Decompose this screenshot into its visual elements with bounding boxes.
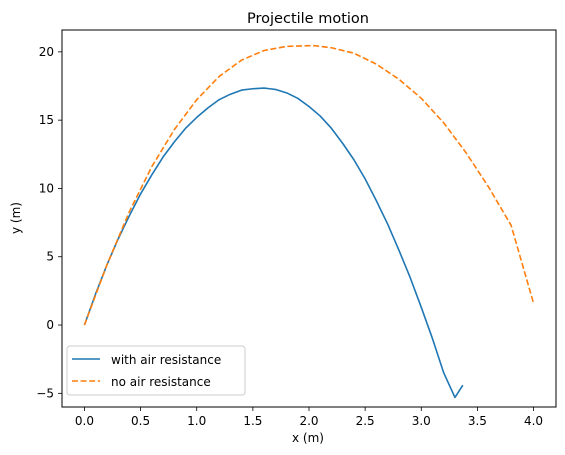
x-axis-label: x (m)	[292, 431, 324, 445]
y-axis-label: y (m)	[9, 202, 23, 234]
y-axis: −5 0 5 10 15 20	[36, 45, 62, 400]
y-tick-label: 20	[39, 45, 54, 59]
x-axis: 0.0 0.5 1.0 1.5 2.0 2.5 3.0 3.5 4.0	[75, 407, 543, 428]
legend-label-with-air-resistance: with air resistance	[111, 353, 221, 367]
x-tick-label: 1.0	[187, 414, 206, 428]
x-tick-label: 4.0	[524, 414, 543, 428]
chart-title: Projectile motion	[247, 11, 369, 27]
series-layer	[83, 44, 535, 399]
y-tick-label: 0	[46, 318, 54, 332]
legend-box	[66, 345, 246, 396]
y-tick-label: 5	[46, 250, 54, 264]
x-tick-label: 1.5	[243, 414, 262, 428]
x-tick-label: 3.5	[468, 414, 487, 428]
legend-label-no-air-resistance: no air resistance	[111, 375, 211, 389]
legend: with air resistance no air resistance	[66, 345, 246, 396]
y-tick-label: −5	[36, 386, 54, 400]
x-tick-label: 0.0	[75, 414, 94, 428]
y-tick-label: 10	[39, 181, 54, 195]
x-tick-label: 2.5	[356, 414, 375, 428]
x-tick-label: 0.5	[131, 414, 150, 428]
x-tick-label: 3.0	[412, 414, 431, 428]
series-line-no-air-resistance	[83, 44, 535, 326]
x-tick-label: 2.0	[299, 414, 318, 428]
y-tick-label: 15	[39, 113, 54, 127]
series-line-with-air-resistance	[83, 87, 464, 399]
